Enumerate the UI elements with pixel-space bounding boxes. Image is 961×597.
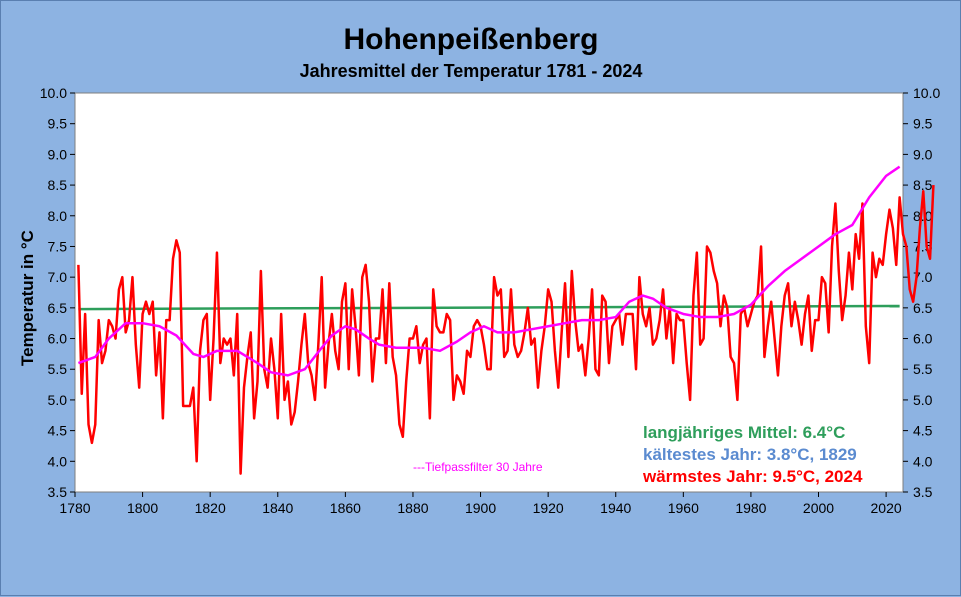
y-tick-label-left: 5.5 — [48, 361, 68, 377]
y-tick-label-left: 9.5 — [48, 116, 68, 132]
warmest-annotation: wärmstes Jahr: 9.5°C, 2024 — [642, 467, 863, 486]
x-tick-label: 2020 — [871, 500, 902, 516]
y-axis-label: Temperatur in °C — [18, 230, 37, 366]
x-tick-label: 1960 — [668, 500, 699, 516]
mean-annotation: langjähriges Mittel: 6.4°C — [643, 423, 845, 442]
y-tick-label-left: 8.5 — [48, 177, 68, 193]
series-layer — [77, 165, 935, 475]
y-tick-label-right: 4.5 — [913, 423, 933, 439]
y-tick-label-left: 10.0 — [40, 85, 67, 101]
annual-temperature-line — [77, 185, 935, 475]
filter-legend: ---Tiefpassfilter 30 Jahre — [413, 460, 543, 474]
x-tick-label: 1920 — [533, 500, 564, 516]
chart-subtitle: Jahresmittel der Temperatur 1781 - 2024 — [300, 61, 643, 81]
x-tick-label: 1860 — [330, 500, 361, 516]
x-tick-label: 1980 — [735, 500, 766, 516]
y-tick-label-right: 5.0 — [913, 392, 933, 408]
y-tick-label-right: 3.5 — [913, 484, 933, 500]
y-tick-label-left: 4.0 — [48, 453, 68, 469]
x-tick-label: 1940 — [600, 500, 631, 516]
y-tick-label-left: 5.0 — [48, 392, 68, 408]
y-tick-label-left: 8.0 — [48, 208, 68, 224]
y-tick-label-right: 6.5 — [913, 300, 933, 316]
y-tick-label-left: 6.5 — [48, 300, 68, 316]
y-tick-label-left: 7.0 — [48, 269, 68, 285]
x-tick-label: 1780 — [59, 500, 90, 516]
x-tick-label: 1820 — [195, 500, 226, 516]
y-tick-label-right: 9.5 — [913, 116, 933, 132]
y-tick-label-right: 10.0 — [913, 85, 940, 101]
x-tick-label: 1880 — [397, 500, 428, 516]
x-tick-label: 1800 — [127, 500, 158, 516]
y-tick-label-left: 4.5 — [48, 423, 68, 439]
y-tick-label-right: 4.0 — [913, 453, 933, 469]
y-tick-label-right: 8.5 — [913, 177, 933, 193]
coldest-annotation: kältestes Jahr: 3.8°C, 1829 — [643, 445, 857, 464]
y-tick-label-left: 3.5 — [48, 484, 68, 500]
lowpass-filter-line — [77, 165, 901, 377]
plot-area — [74, 92, 904, 493]
chart-title: Hohenpeißenberg — [343, 23, 598, 56]
y-tick-label-right: 5.5 — [913, 361, 933, 377]
y-tick-label-right: 8.0 — [913, 208, 933, 224]
axis-ticks-group: 3.5 3.5 4.0 4.0 4.5 4.5 5.0 5.0 5.5 5.5 6.0 6.0 6.5 6… — [40, 85, 941, 516]
y-tick-label-left: 7.5 — [48, 238, 68, 254]
y-tick-label-right: 9.0 — [913, 146, 933, 162]
y-tick-label-left: 6.0 — [48, 331, 68, 347]
x-tick-label: 1840 — [262, 500, 293, 516]
x-tick-label: 1900 — [465, 500, 496, 516]
y-tick-label-right: 6.0 — [913, 331, 933, 347]
y-tick-label-left: 9.0 — [48, 146, 68, 162]
x-tick-label: 2000 — [803, 500, 834, 516]
